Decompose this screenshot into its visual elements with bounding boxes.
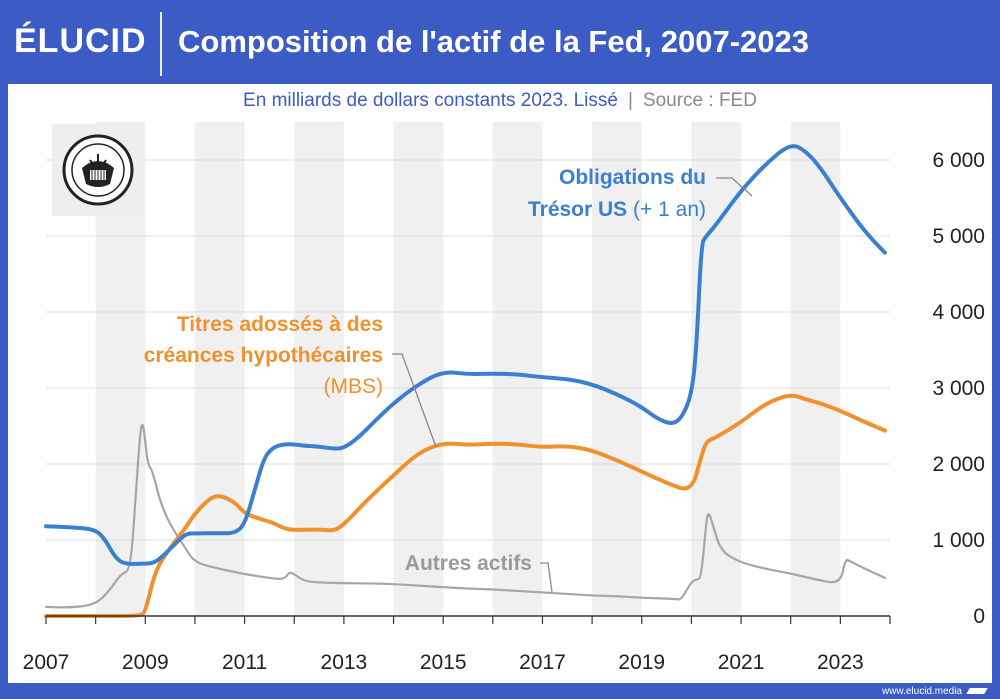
- treasury-label-line1: Obligations du: [559, 166, 706, 189]
- treasury-label-bold: Trésor US: [528, 198, 627, 221]
- year-band-2014: [393, 122, 444, 616]
- footer-url: www.elucid.media: [881, 686, 962, 697]
- subtitle-separator: |: [627, 90, 633, 111]
- mbs-label-line3: (MBS): [324, 375, 384, 398]
- header-divider: [160, 12, 162, 76]
- x-tick-label: 2017: [519, 651, 566, 674]
- year-band-2012: [294, 122, 344, 616]
- year-band-2016: [492, 122, 543, 616]
- series-line-mbs: [44, 393, 887, 618]
- series-line-treasury: [44, 144, 887, 566]
- subtitle-text: En milliards de dollars constants 2023. …: [243, 90, 618, 111]
- other-label: Autres actifs: [405, 552, 532, 575]
- gridlines: [46, 159, 890, 541]
- y-tick-label: 6 000: [932, 149, 985, 172]
- x-tick-label: 2021: [718, 651, 765, 674]
- y-tick-label: 0: [973, 605, 985, 628]
- y-tick-label: 5 000: [932, 225, 985, 248]
- annotations: Obligations du Trésor US (+ 1 an) Titres…: [144, 166, 753, 593]
- chart-subtitle: En milliards de dollars constants 2023. …: [0, 90, 1000, 112]
- mbs-label-line2: créances hypothécaires: [144, 344, 383, 367]
- year-bands: [95, 122, 841, 616]
- x-tick-label: 2015: [420, 651, 467, 674]
- x-tick-label: 2011: [222, 651, 267, 674]
- year-band-2018: [592, 122, 642, 616]
- other-leader-line: [540, 562, 553, 593]
- year-band-2022: [790, 122, 841, 616]
- y-tick-label: 4 000: [932, 301, 985, 324]
- mbs-leader-line: [392, 353, 437, 448]
- y-tick-label: 1 000: [932, 529, 985, 552]
- treasury-label-line2: Trésor US (+ 1 an): [528, 198, 706, 221]
- x-tick-label: 2009: [122, 651, 169, 674]
- x-tick-label: 2019: [618, 651, 665, 674]
- elucid-logo: ÉLUCID: [14, 22, 147, 60]
- source-text: Source : FED: [642, 90, 757, 111]
- x-tick-label: 2023: [817, 651, 864, 674]
- footer-mark: [966, 688, 988, 694]
- year-band-2020: [691, 122, 742, 616]
- y-tick-label: 3 000: [932, 377, 985, 400]
- series-line-other: [44, 423, 887, 609]
- federal-reserve-seal-icon: [62, 134, 134, 206]
- year-band-2010: [194, 122, 245, 616]
- series-lines: [44, 144, 887, 618]
- x-tick-label: 2007: [23, 651, 70, 674]
- x-tick-label: 2013: [321, 651, 368, 674]
- axes: 0 1 000 2 000 3 000 4 000 5 000 6 000 2007 2009 2…: [23, 149, 985, 674]
- fed-seal: [52, 124, 144, 216]
- treasury-leader-line: [716, 177, 753, 197]
- header-bar: ÉLUCID Composition de l'actif de la Fed,…: [0, 0, 1000, 84]
- treasury-label-rest: (+ 1 an): [627, 198, 706, 221]
- y-tick-label: 2 000: [932, 453, 985, 476]
- page-title: Composition de l'actif de la Fed, 2007-2…: [178, 24, 810, 59]
- mbs-label-line1: Titres adossés à des: [177, 313, 383, 336]
